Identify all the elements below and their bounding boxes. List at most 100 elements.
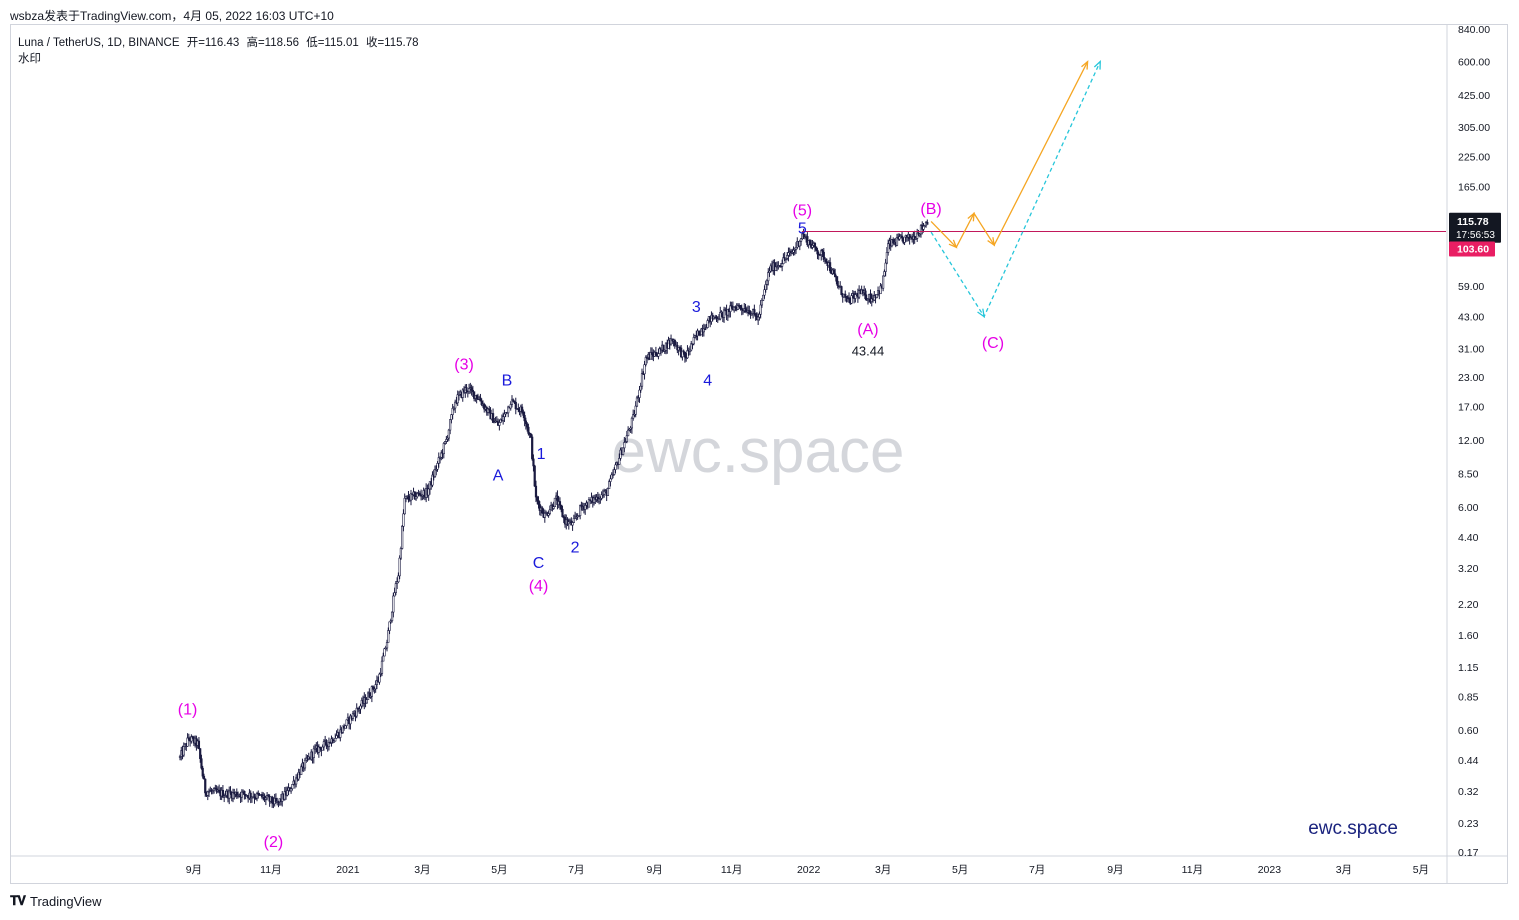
candle-body xyxy=(887,243,890,253)
y-tick-label: 59.00 xyxy=(1458,281,1484,293)
candle-body xyxy=(271,796,274,803)
candle-body xyxy=(757,316,760,321)
candle-body xyxy=(883,271,886,277)
candle-body xyxy=(765,280,769,285)
x-tick-label: 2022 xyxy=(797,864,821,876)
wave-label-minor[interactable]: 5 xyxy=(798,220,807,237)
candlestick-series xyxy=(178,219,929,809)
candle-body xyxy=(561,508,564,518)
projection-path-orange-arrowhead xyxy=(987,237,996,247)
candle-body xyxy=(584,505,587,510)
y-tick-label: 600.00 xyxy=(1458,57,1490,69)
candle-body xyxy=(491,413,495,423)
wave-label-minor[interactable]: 4 xyxy=(703,372,712,389)
wave-label-minor[interactable]: A xyxy=(493,468,504,485)
candle-body xyxy=(312,748,315,758)
candle-body xyxy=(704,328,707,331)
tradingview-logo-icon: 𝐓𝐕 xyxy=(10,893,26,908)
candle-body xyxy=(572,518,575,523)
current-price-label: 115.78 xyxy=(1457,216,1489,228)
wave-label-primary[interactable]: (5) xyxy=(793,203,813,220)
candle-body xyxy=(760,299,764,306)
candle-body xyxy=(471,389,474,392)
candle-body xyxy=(520,406,524,413)
candle-body xyxy=(442,443,445,455)
candle-body xyxy=(207,791,211,793)
candle-body xyxy=(335,735,338,739)
candle-body xyxy=(378,673,381,683)
x-tick-label: 3月 xyxy=(414,864,430,876)
candle-body xyxy=(571,522,574,526)
candle-body xyxy=(394,583,397,593)
projection-path-orange[interactable] xyxy=(930,61,1089,249)
y-tick-label: 1.15 xyxy=(1458,662,1479,674)
legend-high: 高=118.56 xyxy=(246,37,299,49)
wave-label-primary[interactable]: (B) xyxy=(920,201,941,218)
candle-body xyxy=(498,422,501,426)
y-tick-label: 3.20 xyxy=(1458,563,1479,575)
candle-body xyxy=(683,351,687,358)
candle-body xyxy=(502,416,505,421)
candle-body xyxy=(825,258,828,263)
chart-frame[interactable] xyxy=(10,24,1508,884)
projection-path-cyan[interactable] xyxy=(930,61,1101,318)
legend-symbol[interactable]: Luna / TetherUS, 1D, BINANCE xyxy=(18,37,180,49)
wave-label-primary[interactable]: (A) xyxy=(857,322,878,339)
x-tick-label: 9月 xyxy=(646,864,662,876)
wave-label-minor[interactable]: 3 xyxy=(692,299,701,316)
candle-body xyxy=(926,222,929,225)
candle-body xyxy=(427,488,430,496)
price-axis: 840.00 600.00 425.00 305.00 225.00 165.00 59.0… xyxy=(1458,24,1490,859)
wave-label-minor[interactable]: C xyxy=(533,555,545,572)
candle-body xyxy=(651,352,654,355)
wave-label-minor[interactable]: 1 xyxy=(537,446,546,463)
candle-body xyxy=(190,736,193,742)
candle-body xyxy=(365,699,368,704)
x-tick-label: 11月 xyxy=(260,864,281,876)
y-tick-label: 0.60 xyxy=(1458,725,1479,737)
candle-body xyxy=(537,500,540,505)
candle-body xyxy=(543,513,546,518)
candle-body xyxy=(403,497,406,515)
tradingview-brand-label: TradingView xyxy=(30,893,102,909)
candle-body xyxy=(383,648,386,657)
candle-body xyxy=(359,705,362,710)
candle-body xyxy=(618,458,621,465)
wave-label-primary[interactable]: (1) xyxy=(178,701,198,718)
candle-body xyxy=(201,767,204,777)
wave-label-primary[interactable]: (4) xyxy=(529,578,549,595)
wave-label-primary[interactable]: (2) xyxy=(264,834,284,851)
candle-body xyxy=(291,784,294,790)
tradingview-branding[interactable]: 𝐓𝐕 TradingView xyxy=(10,893,102,909)
candle-body xyxy=(470,387,473,391)
candle-body xyxy=(798,241,801,247)
candle-body xyxy=(706,320,709,328)
candle-body xyxy=(758,313,761,318)
candle-body xyxy=(388,621,391,631)
candle-body xyxy=(754,313,757,317)
wave-label-minor[interactable]: B xyxy=(502,372,513,389)
wave-label-primary[interactable]: (C) xyxy=(982,335,1004,352)
candle-body xyxy=(627,429,630,437)
candle-body xyxy=(523,415,526,422)
candle-body xyxy=(609,478,612,482)
candle-body xyxy=(289,788,293,792)
candle-body xyxy=(240,791,243,798)
x-tick-label: 11月 xyxy=(1182,864,1203,876)
candle-body xyxy=(744,308,747,313)
candle-body xyxy=(630,417,634,429)
candle-body xyxy=(608,481,611,490)
candle-body xyxy=(533,465,536,487)
publish-header: wsbza发表于TradingView.com，4月 05, 2022 16:0… xyxy=(10,9,334,23)
candle-body xyxy=(548,509,551,514)
candle-body xyxy=(922,225,925,230)
projection-path-cyan-arrowhead xyxy=(977,308,985,319)
candle-body xyxy=(657,353,660,357)
x-tick-label: 5月 xyxy=(491,864,507,876)
wave-label-primary[interactable]: (3) xyxy=(454,356,474,373)
candle-body xyxy=(397,575,400,583)
wave-label-minor[interactable]: 2 xyxy=(571,539,580,556)
candle-body xyxy=(850,295,853,304)
candle-body xyxy=(895,237,899,246)
